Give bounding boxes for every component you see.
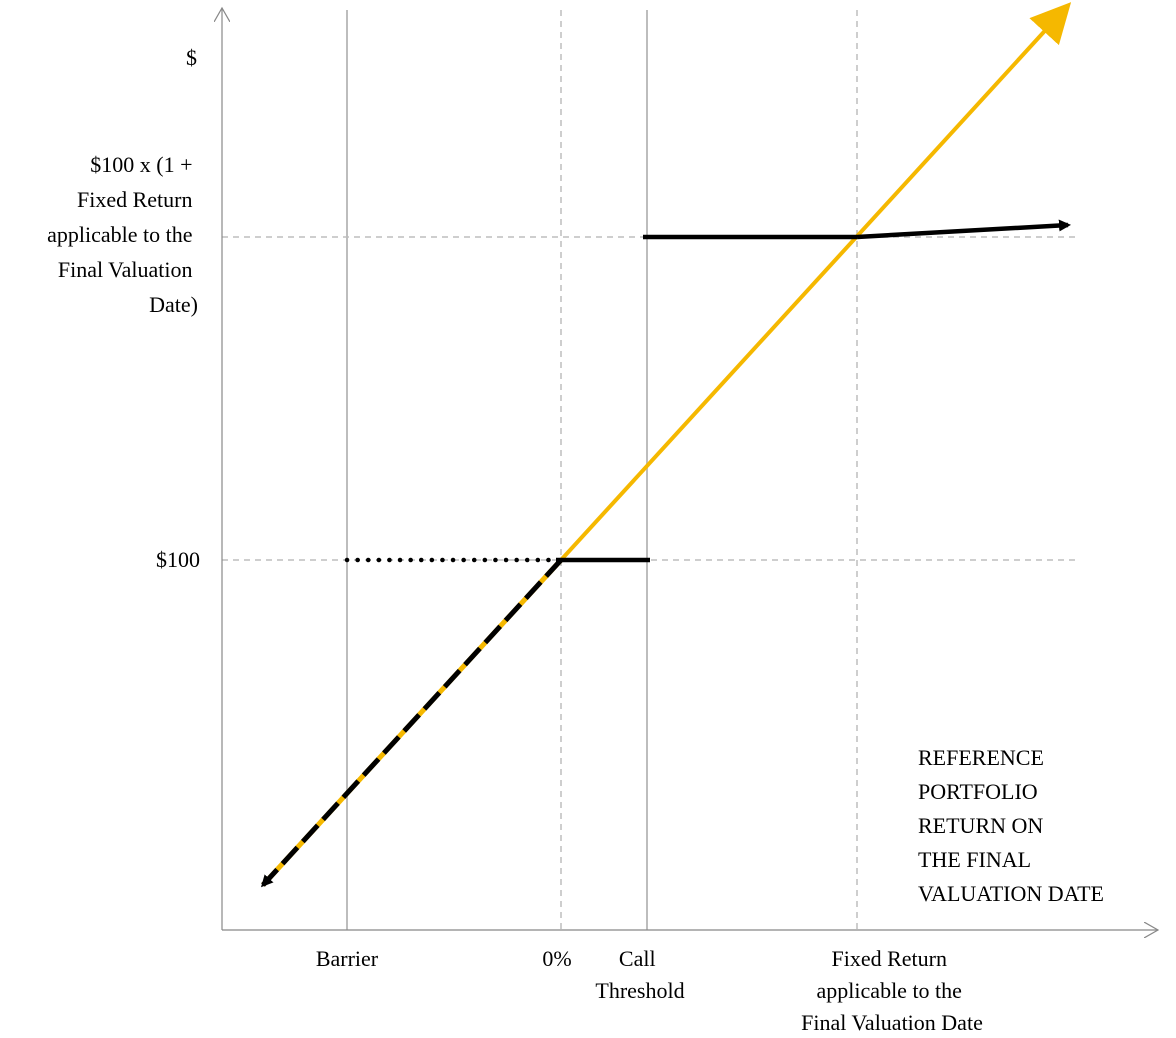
x-axis-title-line-4: THE FINAL xyxy=(918,847,1031,872)
x-tick-fixed-line-3: Final Valuation Date xyxy=(801,1010,983,1035)
x-axis-title-line-5: VALUATION DATE xyxy=(918,881,1104,906)
y-fixed-return-line-4: Final Valuation xyxy=(58,257,193,282)
x-axis-title-line-1: REFERENCE xyxy=(918,745,1044,770)
y-fixed-return-line-2: Fixed Return xyxy=(77,187,193,212)
x-tick-fixed-return: Fixed Return applicable to the Final Val… xyxy=(801,946,983,1035)
x-axis-title-line-2: PORTFOLIO xyxy=(918,779,1038,804)
x-axis-title-line-3: RETURN ON xyxy=(918,813,1043,838)
x-tick-call-threshold: Call Threshold xyxy=(595,946,684,1003)
x-tick-zero: 0% xyxy=(542,946,571,971)
y-fixed-return-line-1: $100 x (1 + xyxy=(90,152,192,177)
series-fixed-rising-segment xyxy=(856,219,1071,240)
x-tick-barrier: Barrier xyxy=(316,946,379,971)
series-reference-line xyxy=(559,2,1072,562)
x-tick-call-line-1: Call xyxy=(619,946,656,971)
x-tick-call-line-2: Threshold xyxy=(595,978,684,1003)
y-fixed-return-line-3: applicable to the xyxy=(47,222,192,247)
series-below-zero-line xyxy=(260,558,563,888)
y-fixed-return-label: $100 x (1 + Fixed Return applicable to t… xyxy=(47,152,198,317)
y-fixed-return-line-5: Date) xyxy=(149,292,198,317)
x-axis-title: REFERENCE PORTFOLIO RETURN ON THE FINAL … xyxy=(918,745,1104,906)
y-par-label: $100 xyxy=(156,547,200,572)
x-tick-fixed-line-2: applicable to the xyxy=(817,978,962,1003)
x-tick-fixed-line-1: Fixed Return xyxy=(832,946,948,971)
y-unit-label: $ xyxy=(186,45,197,70)
